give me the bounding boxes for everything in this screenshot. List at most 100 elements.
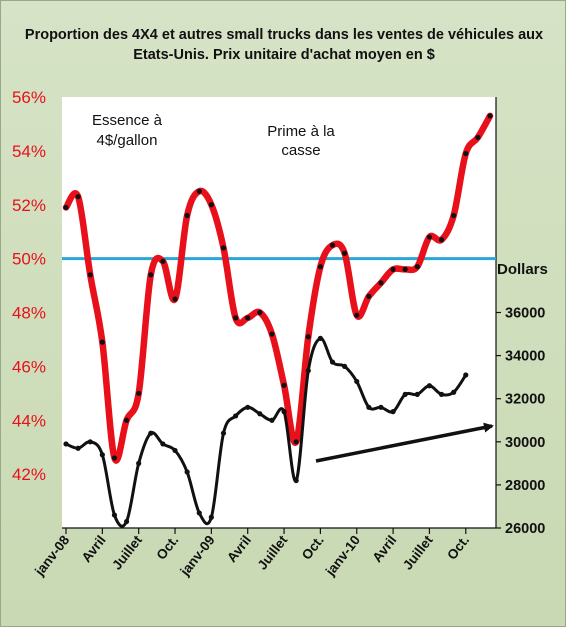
price-point xyxy=(184,469,190,475)
price-point xyxy=(148,430,154,436)
annotation-box-essence xyxy=(70,103,188,155)
annotation-prime-line2: casse xyxy=(281,142,320,159)
proportion-point xyxy=(354,312,360,318)
left-tick-label: 54% xyxy=(12,142,46,161)
proportion-point xyxy=(148,272,154,278)
proportion-point xyxy=(378,280,384,286)
proportion-point xyxy=(136,390,142,396)
proportion-point xyxy=(463,150,469,157)
price-point xyxy=(245,404,251,410)
left-axis-ticks: 42% 44% 46% 48% 50% 52% 54% 56% xyxy=(12,88,46,484)
proportion-point xyxy=(75,194,81,200)
price-point xyxy=(111,512,118,518)
proportion-point xyxy=(63,204,69,211)
proportion-point xyxy=(402,266,408,272)
price-point xyxy=(342,363,348,369)
proportion-point xyxy=(487,113,493,119)
price-point xyxy=(366,404,372,410)
proportion-point xyxy=(451,212,457,219)
price-point xyxy=(172,447,178,454)
right-tick-label: 30000 xyxy=(505,435,545,451)
right-axis-ticks: 26000 28000 30000 32000 34000 36000 xyxy=(496,306,545,537)
right-tick-label: 32000 xyxy=(505,392,545,408)
left-tick-label: 44% xyxy=(12,411,46,430)
left-tick-label: 50% xyxy=(12,250,46,269)
left-tick-label: 56% xyxy=(12,88,46,107)
proportion-point xyxy=(196,188,202,194)
price-point xyxy=(390,409,396,415)
x-tick-label: janv-09 xyxy=(177,533,218,580)
series-price xyxy=(63,335,469,528)
trend-arrow xyxy=(315,422,494,463)
left-tick-label: 48% xyxy=(12,304,46,323)
price-point xyxy=(269,417,275,423)
left-tick-label: 42% xyxy=(12,465,46,484)
price-point xyxy=(354,378,360,385)
price-point xyxy=(281,409,287,415)
proportion-point xyxy=(123,417,130,423)
price-point xyxy=(99,452,105,458)
proportion-point xyxy=(366,293,372,299)
left-tick-label: 46% xyxy=(12,357,46,376)
proportion-point xyxy=(233,315,239,321)
proportion-point xyxy=(269,331,275,337)
price-point xyxy=(329,359,336,365)
proportion-point xyxy=(184,212,190,219)
price-point xyxy=(305,368,311,374)
chart-title: Proportion des 4X4 et autres small truck… xyxy=(24,27,544,63)
x-tick-label: Avril xyxy=(79,533,109,565)
proportion-point xyxy=(293,439,299,445)
proportion-point xyxy=(87,272,93,278)
proportion-point xyxy=(426,234,433,240)
price-point xyxy=(233,413,239,419)
proportion-point xyxy=(245,315,251,321)
price-line xyxy=(64,336,468,528)
proportion-point xyxy=(208,202,214,208)
annotation-essence-line1: Essence à xyxy=(92,112,163,129)
proportion-point xyxy=(281,382,287,388)
price-point xyxy=(293,477,299,484)
right-tick-label: 36000 xyxy=(505,306,545,322)
left-tick-label: 52% xyxy=(12,196,46,215)
proportion-point xyxy=(438,237,445,243)
plot-area xyxy=(62,97,496,528)
price-point xyxy=(123,518,130,525)
proportion-point xyxy=(111,455,118,461)
price-point xyxy=(317,335,323,341)
x-tick-label: Juillet xyxy=(109,532,145,572)
proportion-point xyxy=(99,339,105,345)
annotation-essence-line2: 4$/gallon xyxy=(97,132,158,149)
price-point xyxy=(220,430,227,436)
price-point xyxy=(208,514,214,520)
price-point xyxy=(87,439,93,445)
x-tick-label: Avril xyxy=(369,533,399,565)
x-tick-label: janv-10 xyxy=(322,533,363,580)
proportion-point xyxy=(342,250,348,256)
series-proportion xyxy=(62,112,494,464)
price-point xyxy=(160,441,166,447)
price-point xyxy=(426,383,433,389)
price-point xyxy=(414,391,420,397)
right-tick-label: 34000 xyxy=(505,349,545,365)
price-point xyxy=(378,404,384,410)
x-tick-label: Juillet xyxy=(400,532,436,572)
proportion-point xyxy=(220,245,227,251)
price-point xyxy=(63,441,69,447)
proportion-point xyxy=(317,264,323,270)
price-point xyxy=(75,445,81,451)
x-tick-label: Oct. xyxy=(444,533,472,563)
proportion-point xyxy=(414,264,420,270)
price-point xyxy=(451,389,457,395)
right-tick-label: 26000 xyxy=(505,521,545,537)
annotation-box-prime xyxy=(255,116,355,160)
proportion-point xyxy=(257,309,263,316)
right-tick-label: 28000 xyxy=(505,478,545,494)
price-point xyxy=(136,460,142,466)
proportion-point xyxy=(160,258,166,264)
proportion-point xyxy=(305,334,311,340)
x-tick-label: Juillet xyxy=(255,532,291,572)
price-point xyxy=(402,391,408,397)
proportion-point xyxy=(475,134,481,141)
price-point xyxy=(257,411,263,417)
